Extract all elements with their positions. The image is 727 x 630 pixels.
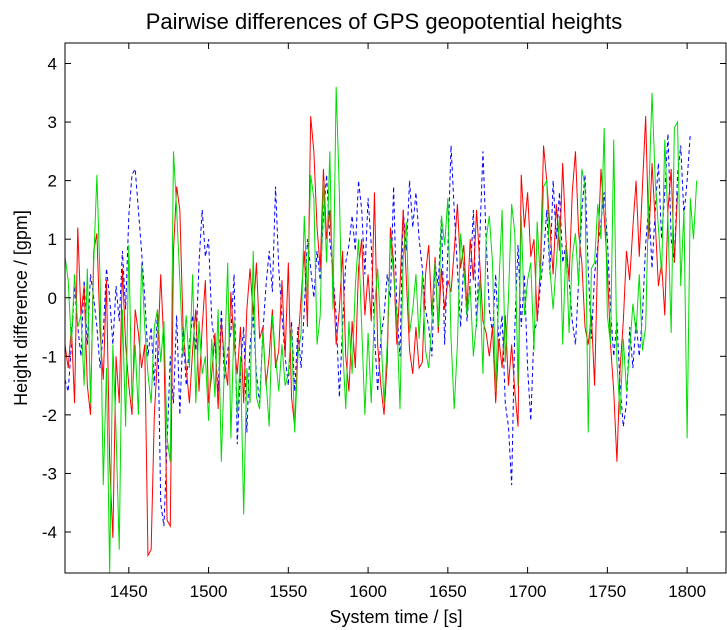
series-line-2	[65, 116, 679, 558]
series-layer	[65, 86, 698, 573]
x-tick-label: 1500	[190, 582, 228, 601]
y-tick-label: 4	[48, 54, 57, 73]
y-tick-label: -3	[42, 464, 57, 483]
x-tick-label: 1750	[588, 582, 626, 601]
y-axis-label: Height difference / [gpm]	[11, 210, 31, 406]
x-tick-label: 1700	[509, 582, 547, 601]
x-tick-label: 1800	[668, 582, 706, 601]
x-tick-label: 1450	[110, 582, 148, 601]
y-tick-label: 1	[48, 230, 57, 249]
series-line-3	[65, 86, 698, 573]
axes-layer: 1450 1500 1550 1600 1650 1700 1750 1800 -4 -3 -2 -1…	[42, 43, 726, 601]
y-tick-label: -2	[42, 406, 57, 425]
y-tick-label: -1	[42, 347, 57, 366]
y-tick-label: 0	[48, 289, 57, 308]
x-tick-label: 1550	[269, 582, 307, 601]
y-tick-label: -4	[42, 523, 57, 542]
chart-title: Pairwise differences of GPS geopotential…	[146, 9, 623, 34]
x-axis-label: System time / [s]	[329, 607, 462, 627]
x-tick-label: 1600	[349, 582, 387, 601]
x-tick-label: 1650	[429, 582, 467, 601]
y-tick-label: 2	[48, 172, 57, 191]
plot-frame	[64, 42, 727, 574]
y-tick-label: 3	[48, 113, 57, 132]
series-line-1	[65, 133, 691, 527]
